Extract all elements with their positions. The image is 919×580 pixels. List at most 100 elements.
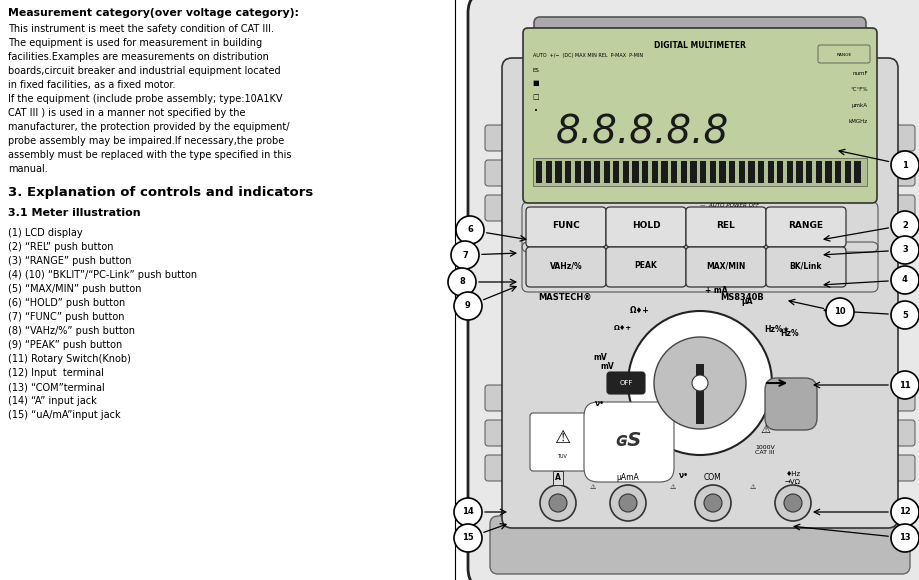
Circle shape bbox=[890, 151, 918, 179]
Text: + mA: + mA bbox=[704, 286, 727, 295]
Text: Measurement category(over voltage category):: Measurement category(over voltage catego… bbox=[8, 8, 299, 18]
Text: REL: REL bbox=[716, 222, 734, 230]
Text: (6) “HOLD” push button: (6) “HOLD” push button bbox=[8, 298, 125, 308]
Circle shape bbox=[703, 494, 721, 512]
Text: 9: 9 bbox=[465, 302, 471, 310]
Text: AUTO  +/−  (DC) MAX MIN REL  P-MAX  P-MIN: AUTO +/− (DC) MAX MIN REL P-MAX P-MIN bbox=[532, 53, 642, 58]
Text: HOLD: HOLD bbox=[631, 222, 660, 230]
FancyBboxPatch shape bbox=[502, 58, 897, 528]
Text: MAX/MIN: MAX/MIN bbox=[706, 262, 745, 270]
Text: OFF: OFF bbox=[618, 380, 632, 386]
Text: 3. Explanation of controls and indicators: 3. Explanation of controls and indicator… bbox=[8, 186, 312, 199]
Bar bbox=[555, 161, 561, 183]
Bar bbox=[777, 161, 783, 183]
Text: Hz%★: Hz%★ bbox=[764, 325, 789, 333]
Bar bbox=[738, 161, 744, 183]
Text: μmkA: μmkA bbox=[851, 103, 867, 108]
Text: manual.: manual. bbox=[8, 164, 48, 174]
Text: in fixed facilities, as a fixed motor.: in fixed facilities, as a fixed motor. bbox=[8, 80, 176, 90]
FancyBboxPatch shape bbox=[606, 207, 686, 247]
Text: (15) “uA/mA”input jack: (15) “uA/mA”input jack bbox=[8, 410, 120, 420]
Circle shape bbox=[691, 375, 708, 391]
Bar bbox=[574, 161, 580, 183]
FancyBboxPatch shape bbox=[890, 160, 914, 186]
Bar bbox=[757, 161, 764, 183]
FancyBboxPatch shape bbox=[890, 420, 914, 446]
Text: ES: ES bbox=[532, 68, 539, 73]
Text: ♦Hz
→VΩ: ♦Hz →VΩ bbox=[784, 472, 800, 484]
Bar bbox=[536, 161, 541, 183]
Text: °C°F%: °C°F% bbox=[849, 87, 867, 92]
Text: assembly must be replaced with the type specified in this: assembly must be replaced with the type … bbox=[8, 150, 291, 160]
FancyBboxPatch shape bbox=[890, 455, 914, 481]
Text: Ω♦+: Ω♦+ bbox=[613, 325, 631, 331]
Text: ⚠: ⚠ bbox=[553, 429, 570, 447]
Text: If the equipment (include probe assembly; type:10A1KV: If the equipment (include probe assembly… bbox=[8, 94, 282, 104]
Bar bbox=[747, 161, 754, 183]
Circle shape bbox=[453, 292, 482, 320]
Text: mV: mV bbox=[593, 353, 607, 362]
Circle shape bbox=[825, 298, 853, 326]
Bar bbox=[854, 161, 859, 183]
Bar bbox=[532, 158, 866, 186]
Text: (11) Rotary Switch(Knob): (11) Rotary Switch(Knob) bbox=[8, 354, 130, 364]
Text: 8.8.8.8.8: 8.8.8.8.8 bbox=[555, 113, 729, 151]
Text: Ω♦+: Ω♦+ bbox=[630, 306, 649, 316]
Text: This instrument is meet the safety condition of CAT III.: This instrument is meet the safety condi… bbox=[8, 24, 274, 34]
Text: MS8340B: MS8340B bbox=[720, 293, 763, 302]
Bar bbox=[719, 161, 725, 183]
Bar bbox=[689, 161, 696, 183]
Text: 1: 1 bbox=[902, 161, 907, 169]
Text: (9) “PEAK” push button: (9) “PEAK” push button bbox=[8, 340, 122, 350]
FancyBboxPatch shape bbox=[533, 17, 865, 67]
FancyBboxPatch shape bbox=[484, 385, 508, 411]
Text: A: A bbox=[554, 473, 561, 483]
Text: DIGITAL MULTIMETER: DIGITAL MULTIMETER bbox=[653, 41, 745, 50]
FancyBboxPatch shape bbox=[526, 247, 606, 287]
Text: •: • bbox=[533, 108, 538, 114]
FancyBboxPatch shape bbox=[490, 516, 909, 574]
Text: ⚠: ⚠ bbox=[749, 484, 755, 490]
Text: (13) “COM”terminal: (13) “COM”terminal bbox=[8, 382, 105, 392]
FancyBboxPatch shape bbox=[890, 385, 914, 411]
Bar bbox=[824, 161, 831, 183]
Text: BK/Link: BK/Link bbox=[789, 262, 822, 270]
Text: CAT III ) is used in a manner not specified by the: CAT III ) is used in a manner not specif… bbox=[8, 108, 245, 118]
Text: ν•: ν• bbox=[595, 398, 605, 408]
FancyBboxPatch shape bbox=[817, 45, 869, 63]
Text: ν•: ν• bbox=[678, 471, 688, 480]
Circle shape bbox=[890, 524, 918, 552]
Bar bbox=[594, 161, 599, 183]
Circle shape bbox=[609, 485, 645, 521]
FancyBboxPatch shape bbox=[766, 207, 845, 247]
Bar bbox=[786, 161, 792, 183]
Text: 15: 15 bbox=[461, 534, 473, 542]
Bar bbox=[603, 161, 609, 183]
Text: boards,circuit breaker and industrial equipment located: boards,circuit breaker and industrial eq… bbox=[8, 66, 280, 76]
FancyBboxPatch shape bbox=[584, 402, 674, 482]
Bar bbox=[696, 364, 703, 424]
Circle shape bbox=[448, 268, 475, 296]
Bar bbox=[584, 161, 590, 183]
Text: 2: 2 bbox=[902, 220, 907, 230]
Circle shape bbox=[628, 311, 771, 455]
Circle shape bbox=[890, 211, 918, 239]
FancyBboxPatch shape bbox=[484, 125, 508, 151]
Text: 6: 6 bbox=[467, 226, 472, 234]
FancyBboxPatch shape bbox=[890, 125, 914, 151]
Text: (2) “REL” push button: (2) “REL” push button bbox=[8, 242, 113, 252]
Text: (12) Input  terminal: (12) Input terminal bbox=[8, 368, 104, 378]
Text: ■: ■ bbox=[532, 80, 539, 86]
Circle shape bbox=[453, 524, 482, 552]
Text: facilities.Examples are measurements on distribution: facilities.Examples are measurements on … bbox=[8, 52, 268, 62]
Text: RANGE: RANGE bbox=[788, 222, 823, 230]
Text: numF: numF bbox=[851, 71, 867, 76]
Bar bbox=[699, 161, 706, 183]
Circle shape bbox=[549, 494, 566, 512]
FancyBboxPatch shape bbox=[686, 247, 766, 287]
Bar bbox=[622, 161, 629, 183]
Text: manufacturer, the protection provided by the equipment/: manufacturer, the protection provided by… bbox=[8, 122, 289, 132]
Bar bbox=[670, 161, 676, 183]
Bar bbox=[709, 161, 715, 183]
FancyBboxPatch shape bbox=[484, 420, 508, 446]
